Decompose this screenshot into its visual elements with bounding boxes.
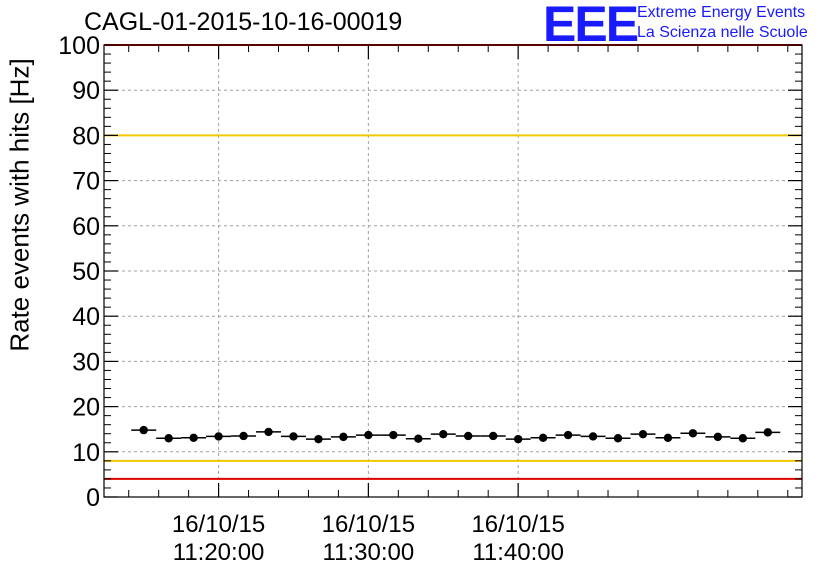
data-point xyxy=(613,434,623,443)
data-point xyxy=(289,432,298,441)
chart-title: CAGL-01-2015-10-16-00019 xyxy=(84,8,403,36)
data-point xyxy=(414,434,423,443)
x-tick-date: 16/10/15 xyxy=(471,511,564,538)
data-point xyxy=(389,430,398,440)
data-point xyxy=(763,428,772,437)
y-axis-label: Rate events with hits [Hz] xyxy=(4,58,35,352)
logo-line-2: La Scienza nelle Scuole xyxy=(637,24,808,41)
data-point xyxy=(513,434,523,444)
data-point xyxy=(239,431,248,441)
reference-lines xyxy=(104,44,802,480)
data-point xyxy=(738,434,748,443)
data-point xyxy=(164,434,173,443)
data-point xyxy=(464,431,473,441)
y-tick-label: 20 xyxy=(72,394,100,422)
data-point xyxy=(339,432,348,442)
x-tick-date: 16/10/15 xyxy=(322,511,415,538)
data-point xyxy=(488,431,498,441)
grid-lines xyxy=(104,45,802,497)
y-tick-label: 30 xyxy=(72,348,100,376)
eee-logo: EEE xyxy=(543,0,639,52)
data-points xyxy=(131,425,781,444)
data-point xyxy=(563,430,573,440)
y-tick-label: 40 xyxy=(72,303,100,331)
data-point xyxy=(638,429,648,439)
y-tick-label: 80 xyxy=(72,122,100,150)
data-point xyxy=(538,433,548,442)
data-point xyxy=(314,434,323,444)
x-tick-time: 11:20:00 xyxy=(173,539,265,566)
y-tick-label: 50 xyxy=(72,258,100,286)
data-point xyxy=(214,432,223,441)
data-point xyxy=(189,433,198,442)
logo-line-1: Extreme Energy Events xyxy=(637,4,806,21)
data-point xyxy=(139,425,148,435)
data-point xyxy=(663,433,673,442)
y-tick-label: 10 xyxy=(72,439,100,467)
x-tick-time: 11:30:00 xyxy=(323,539,415,566)
y-tick-label: 70 xyxy=(72,168,100,196)
data-point xyxy=(688,429,698,438)
x-tick-time: 11:40:00 xyxy=(472,539,564,566)
tick-labels: 010203040506070809010016/10/1511:20:0016… xyxy=(58,32,565,566)
y-tick-label: 100 xyxy=(58,32,100,60)
axis-ticks xyxy=(104,44,802,498)
data-point xyxy=(364,430,373,440)
x-tick-date: 16/10/15 xyxy=(172,511,265,538)
y-tick-label: 0 xyxy=(86,484,100,512)
data-point xyxy=(264,427,273,437)
data-point xyxy=(588,432,598,441)
y-tick-label: 90 xyxy=(72,77,100,105)
y-tick-label: 60 xyxy=(72,213,100,241)
data-point xyxy=(439,429,448,439)
data-point xyxy=(713,432,723,442)
